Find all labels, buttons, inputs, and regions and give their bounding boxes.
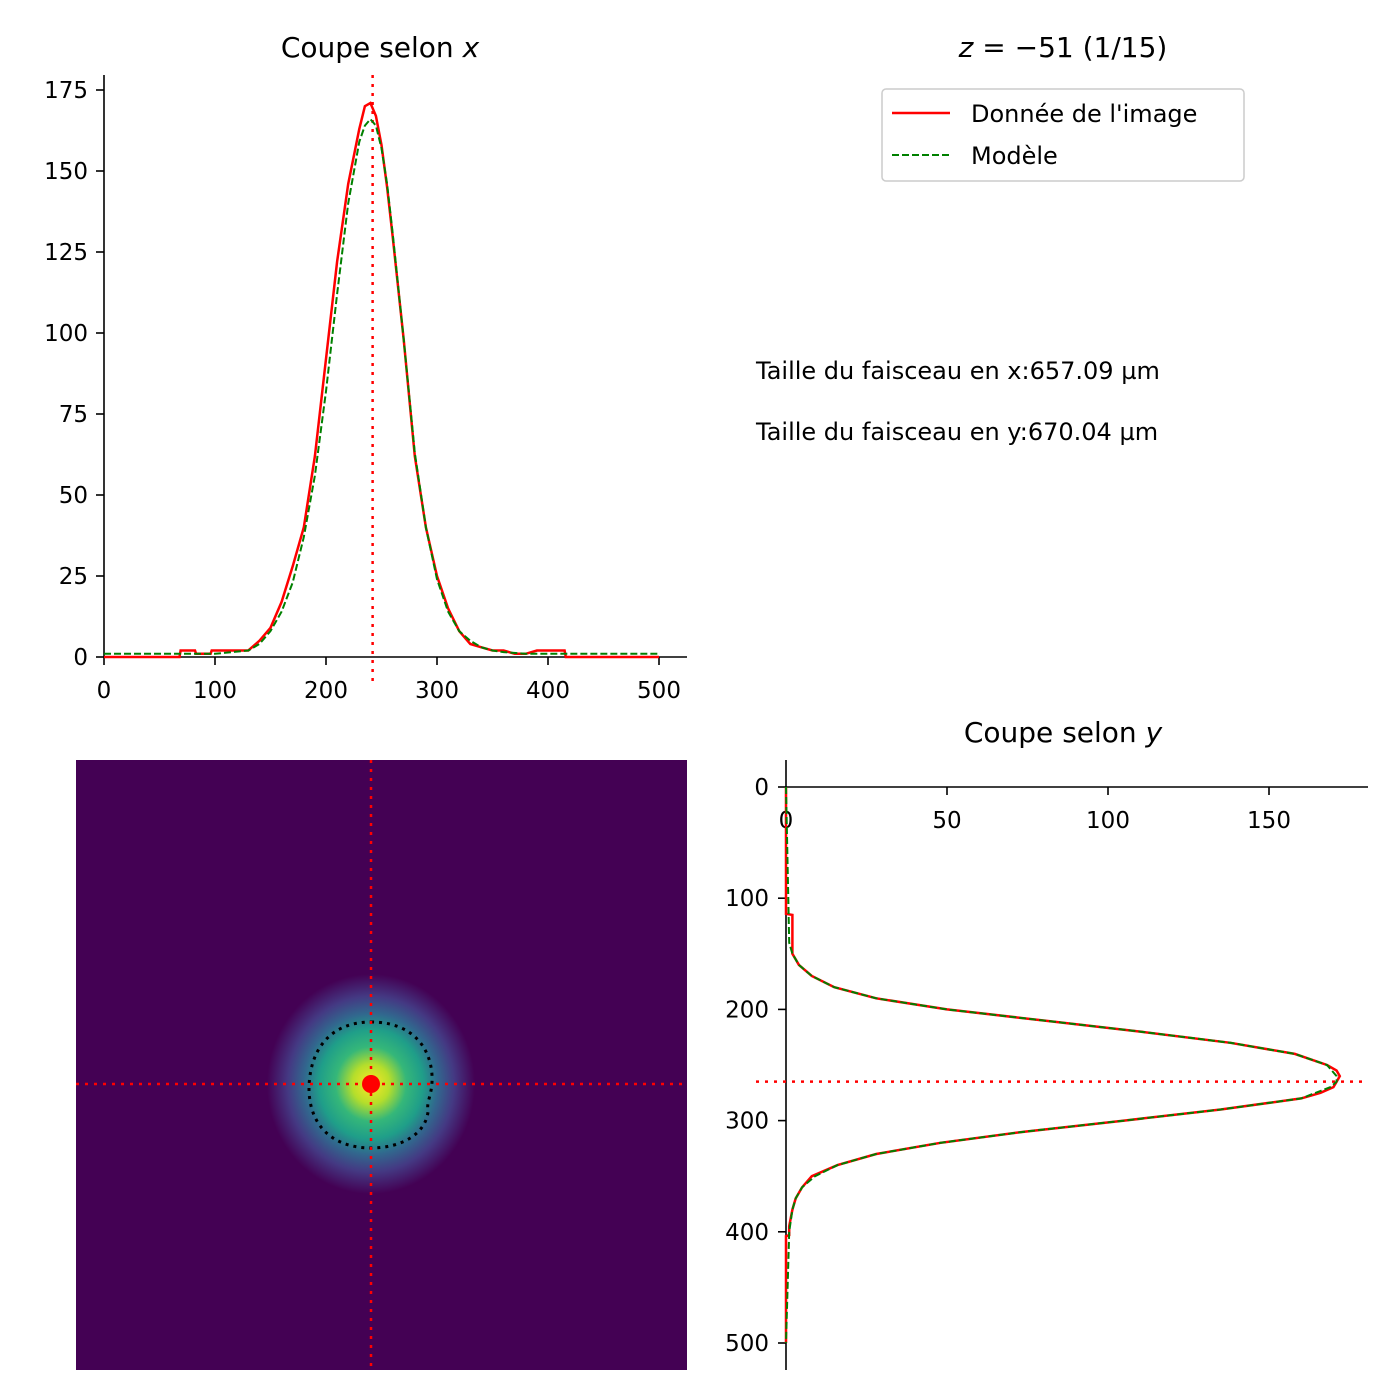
x-profile-ytick-label-0: 0 [73,645,88,671]
y-profile-xtick-label-2: 100 [1086,808,1130,834]
y-profile-xtick-label-3: 150 [1247,808,1291,834]
y-profile-title: Coupe selon y [964,716,1163,749]
legend: Donnée de l'image Modèle [881,88,1245,182]
beam-image-panel [76,760,687,1370]
x-profile-ytick-label-3: 75 [59,402,88,428]
x-profile-ytick-label-7: 175 [44,78,88,104]
x-profile-xtick-label-1: 100 [193,678,237,704]
x-profile-panel: Coupe selon x 0 100 200 300 400 500 0 25 50 75 100… [44,31,687,704]
y-profile-series [756,786,1368,1344]
beam-size-x: Taille du faisceau en x:657.09 µm [755,357,1160,385]
x-profile-series [104,75,659,687]
y-profile-ytick-label-3: 300 [725,1109,769,1135]
y-profile-ytick-label-5: 500 [725,1331,769,1357]
x-profile-xtick-label-3: 300 [415,678,459,704]
x-profile-ytick-label-1: 25 [59,564,88,590]
x-profile-ytick-label-6: 150 [44,159,88,185]
y-profile-ytick-label-1: 100 [725,886,769,912]
x-profile-axes: 0 100 200 300 400 500 0 25 50 75 100 125 150 175 [44,78,681,704]
y-profile-ytick-label-0: 0 [754,775,769,801]
legend-data-label: Donnée de l'image [971,100,1197,128]
x-profile-xtick-label-2: 200 [304,678,348,704]
beam-contour [307,1020,434,1150]
x-profile-xtick-label-0: 0 [97,678,112,704]
y-profile-ytick-label-4: 400 [725,1220,769,1246]
y-profile-data-line [784,787,1342,1343]
x-profile-ytick-label-5: 125 [44,240,88,266]
y-profile-ytick-label-2: 200 [725,997,769,1023]
legend-frame [881,88,1245,182]
y-profile-xtick-label-1: 50 [932,808,961,834]
z-position-title: z = −51 (1/15) [958,31,1168,64]
beam-center-marker [362,1075,380,1093]
legend-model-label: Modèle [971,142,1058,170]
x-profile-xtick-label-4: 400 [526,678,570,704]
x-profile-ytick-label-2: 50 [59,483,88,509]
y-profile-model-line [785,786,1338,1344]
x-profile-model-line [104,117,659,655]
beam-size-y: Taille du faisceau en y:670.04 µm [755,418,1158,446]
x-profile-data-line [104,101,659,659]
info-panel: z = −51 (1/15) Donnée de l'image Modèle … [755,31,1245,446]
x-profile-xtick-label-5: 500 [637,678,681,704]
x-profile-ytick-label-4: 100 [44,321,88,347]
x-profile-title: Coupe selon x [281,31,480,64]
